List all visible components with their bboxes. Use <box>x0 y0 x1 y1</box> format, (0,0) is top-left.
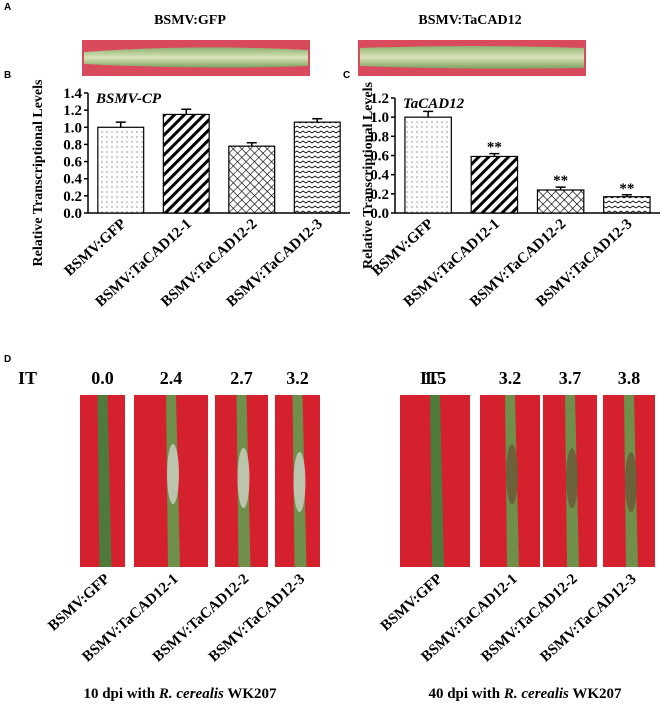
error-bar <box>555 186 566 190</box>
leaf-photo <box>82 40 310 76</box>
error-bar <box>181 108 192 115</box>
stem-label: BSMV:GFP <box>45 571 113 634</box>
y-tick-label: 0.8 <box>370 129 389 145</box>
image-label: BSMV:TaCAD12 <box>418 13 521 28</box>
stem-label: BSMV:GFP <box>378 571 446 634</box>
x-tick-label: BSMV:GFP <box>62 216 130 279</box>
error-bar <box>621 194 632 197</box>
y-tick-label: 1.2 <box>370 91 389 107</box>
annotation: ** <box>487 140 502 156</box>
caption-part: 40 dpi with <box>428 686 503 702</box>
caption-part: R. cerealis <box>158 686 224 702</box>
plots: 0.00.20.40.60.81.01.21.4 BSMV-CPRelative … <box>18 79 660 702</box>
bar <box>97 126 145 214</box>
it-label: IT <box>18 368 37 388</box>
stem <box>430 395 444 567</box>
y-tick-label: 0.0 <box>370 206 389 222</box>
bar <box>162 113 210 214</box>
bar <box>293 121 341 214</box>
it-label: IT <box>420 368 439 388</box>
caption-part: WK207 <box>224 686 277 702</box>
it-score: 2.7 <box>230 368 253 388</box>
it-score: 0.0 <box>91 368 114 388</box>
stem <box>97 395 112 567</box>
y-tick-label: 1.0 <box>63 120 82 136</box>
panel-label: C <box>343 70 350 81</box>
y-tick-label: 0.0 <box>63 206 82 222</box>
bar <box>404 116 452 214</box>
y-tick-label: 0.4 <box>63 172 82 188</box>
error-bar <box>423 110 434 118</box>
it-score: 3.8 <box>618 368 641 388</box>
error-bar <box>312 117 323 123</box>
y-tick-label: 0.8 <box>63 137 82 153</box>
y-tick-label: 1.0 <box>370 110 389 126</box>
y-tick-label: 0.4 <box>370 168 389 184</box>
it-score: 1.5 <box>424 368 447 388</box>
lesion <box>506 444 518 504</box>
y-tick-label: 0.6 <box>370 149 389 165</box>
lesion <box>625 452 637 512</box>
error-bar <box>246 141 257 147</box>
panel-label: A <box>4 2 11 13</box>
lesion <box>566 448 578 508</box>
it-score: 3.2 <box>499 368 522 388</box>
it-score: 3.7 <box>559 368 582 388</box>
lesion <box>237 448 250 508</box>
y-axis-label: Relative Transcriptional Levels <box>31 79 46 266</box>
it-score: 2.4 <box>160 368 183 388</box>
y-tick-label: 1.4 <box>63 86 82 102</box>
annotation: ** <box>619 181 634 197</box>
chart-title: TaCAD12 <box>403 96 465 112</box>
bar <box>536 189 585 214</box>
bar <box>603 196 651 214</box>
error-bar <box>115 121 126 128</box>
caption: 40 dpi with R. cerealis WK207 <box>428 686 622 702</box>
error-bar <box>489 152 500 157</box>
caption-part: R. cerealis <box>503 686 569 702</box>
caption-part: 10 dpi with <box>83 686 158 702</box>
image-label: BSMV:GFP <box>154 13 226 28</box>
lesion <box>293 452 306 512</box>
leaf-photo <box>358 40 586 76</box>
panel-label: B <box>4 70 11 81</box>
y-tick-label: 0.6 <box>63 155 82 171</box>
bar <box>470 155 519 214</box>
it-score: 3.2 <box>286 368 309 388</box>
caption-part: WK207 <box>569 686 622 702</box>
bar <box>228 145 276 214</box>
caption: 10 dpi with R. cerealis WK207 <box>83 686 277 702</box>
x-tick-label: BSMV:GFP <box>369 216 437 279</box>
y-axis-label: Relative Transcriptional Levels <box>361 82 376 269</box>
annotation: ** <box>553 173 568 189</box>
lesion <box>167 444 179 504</box>
y-tick-label: 1.2 <box>63 103 82 119</box>
stem-label: BSMV:TaCAD12-3 <box>206 571 308 665</box>
y-tick-label: 0.2 <box>370 187 389 203</box>
chart-title: BSMV-CP <box>95 91 162 107</box>
y-tick-label: 0.2 <box>63 189 82 205</box>
panel-label: D <box>4 354 11 365</box>
